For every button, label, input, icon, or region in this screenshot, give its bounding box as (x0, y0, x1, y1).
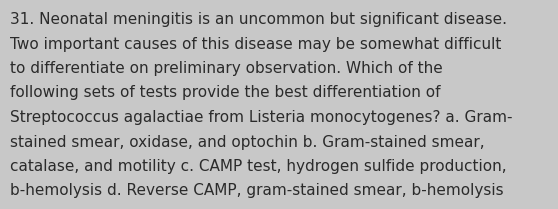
Text: 31. Neonatal meningitis is an uncommon but significant disease.: 31. Neonatal meningitis is an uncommon b… (10, 12, 507, 27)
Text: stained smear, oxidase, and optochin b. Gram-stained smear,: stained smear, oxidase, and optochin b. … (10, 135, 485, 149)
Text: catalase, and motility c. CAMP test, hydrogen sulfide production,: catalase, and motility c. CAMP test, hyd… (10, 159, 507, 174)
Text: to differentiate on preliminary observation. Which of the: to differentiate on preliminary observat… (10, 61, 442, 76)
Text: Streptococcus agalactiae from Listeria monocytogenes? a. Gram-: Streptococcus agalactiae from Listeria m… (10, 110, 512, 125)
Text: b-hemolysis d. Reverse CAMP, gram-stained smear, b-hemolysis: b-hemolysis d. Reverse CAMP, gram-staine… (10, 184, 504, 199)
Text: following sets of tests provide the best differentiation of: following sets of tests provide the best… (10, 85, 440, 101)
Text: Two important causes of this disease may be somewhat difficult: Two important causes of this disease may… (10, 37, 502, 51)
